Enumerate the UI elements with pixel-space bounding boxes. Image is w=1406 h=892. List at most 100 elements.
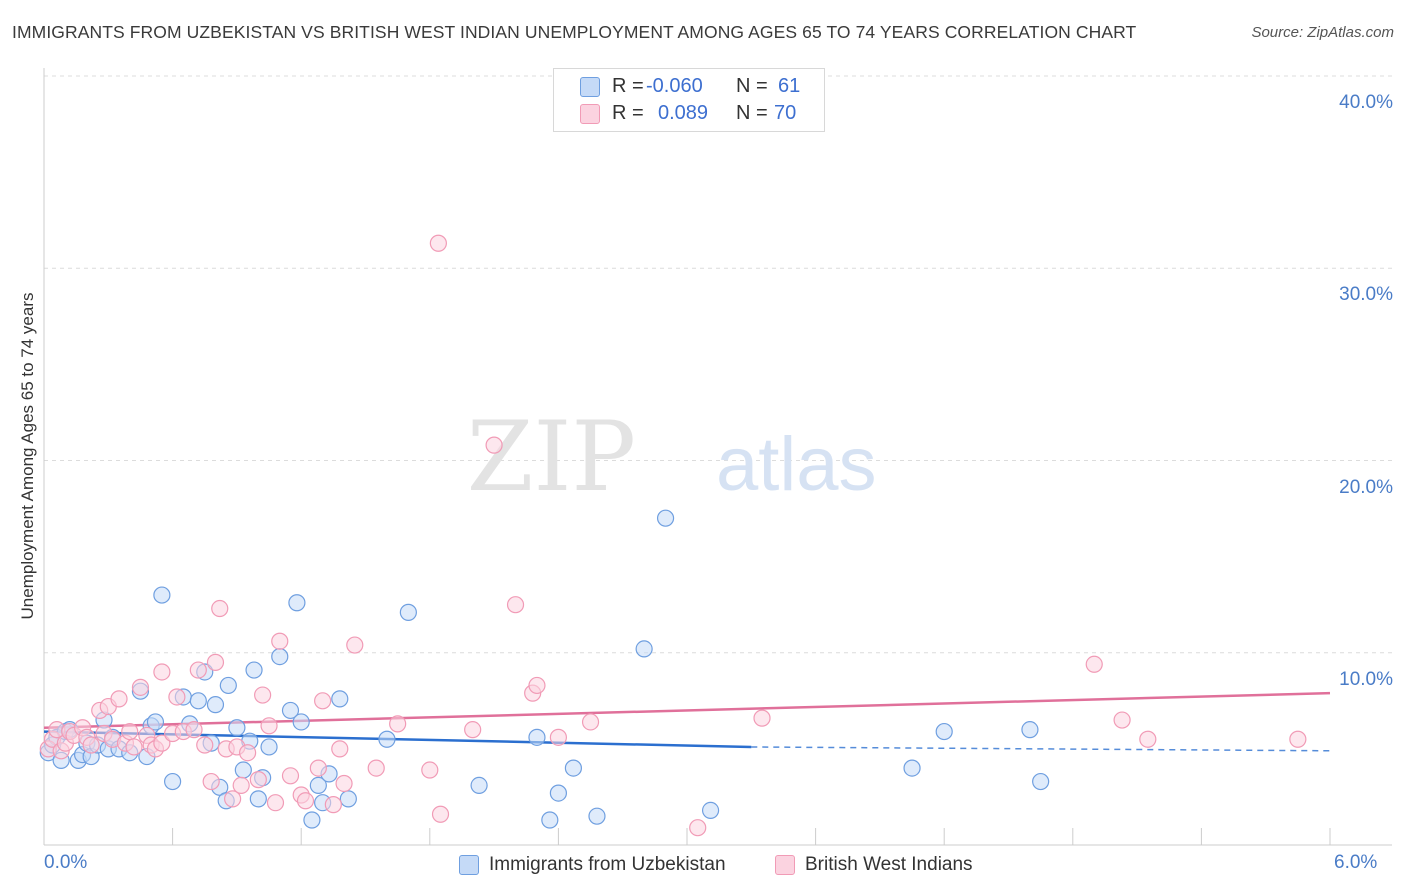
- data-point: [635, 640, 653, 658]
- data-point: [271, 647, 289, 666]
- data-point: [189, 692, 207, 710]
- y-tick-label: 10.0%: [1339, 668, 1393, 690]
- data-point: [470, 776, 488, 795]
- data-point: [1085, 655, 1103, 673]
- data-point: [1289, 730, 1307, 748]
- data-point: [429, 234, 447, 252]
- legend-swatch-uzbekistan: [459, 855, 479, 875]
- axes: [43, 68, 1392, 846]
- y-axis-title: Unemployment Among Ages 65 to 74 years: [18, 292, 37, 620]
- legend-label-british-west-indians: British West Indians: [805, 854, 973, 875]
- stats-row-british-west-indians: R = 0.089 N = 70: [554, 100, 824, 126]
- legend-swatch-british-west-indians: [775, 855, 795, 875]
- data-point: [228, 719, 246, 737]
- data-point: [164, 772, 182, 791]
- trend-line-uzbekistan: [43, 730, 752, 749]
- data-point: [254, 686, 272, 704]
- stats-r-label: R =: [612, 75, 644, 97]
- data-point: [260, 738, 278, 756]
- data-point: [249, 771, 267, 789]
- data-point: [378, 730, 396, 748]
- data-point: [202, 772, 220, 791]
- x-tick-label-min: 0.0%: [44, 852, 88, 873]
- data-point: [110, 690, 128, 708]
- data-points: [39, 234, 1307, 837]
- series-british-west-indians-points: [39, 234, 1307, 837]
- legend-label-uzbekistan: Immigrants from Uzbekistan: [489, 854, 726, 875]
- data-point: [314, 692, 332, 710]
- data-point: [271, 632, 289, 650]
- data-point: [1032, 772, 1050, 791]
- data-point: [541, 811, 559, 829]
- data-point: [1139, 730, 1157, 748]
- data-point: [701, 801, 720, 819]
- data-point: [185, 721, 203, 739]
- data-point: [581, 713, 600, 731]
- stats-swatch-british-west-indians: [580, 104, 600, 124]
- data-point: [331, 690, 349, 708]
- data-point: [309, 776, 327, 795]
- data-point: [288, 594, 306, 612]
- data-point: [485, 436, 503, 454]
- data-point: [528, 728, 546, 746]
- chart-title: IMMIGRANTS FROM UZBEKISTAN VS BRITISH WE…: [12, 22, 1137, 42]
- data-point: [153, 586, 171, 604]
- stats-r-value: 0.089: [658, 102, 709, 124]
- data-point: [1021, 721, 1039, 739]
- data-point: [260, 717, 278, 735]
- trend-lines: [43, 691, 1331, 752]
- data-point: [266, 794, 285, 812]
- data-point: [309, 759, 327, 777]
- data-point: [224, 790, 242, 808]
- legend: Immigrants from Uzbekistan British West …: [0, 852, 1406, 878]
- data-point: [339, 790, 357, 808]
- data-point: [146, 713, 165, 731]
- watermark: ZIP atlas: [467, 401, 877, 513]
- data-point: [549, 728, 568, 746]
- data-point: [689, 819, 707, 837]
- source-label: Source: ZipAtlas.com: [1251, 24, 1394, 41]
- data-point: [903, 759, 921, 777]
- y-tick-label: 40.0%: [1339, 92, 1393, 113]
- data-point: [303, 811, 321, 829]
- data-point: [421, 761, 439, 779]
- stats-n-label: N =: [736, 75, 768, 97]
- data-point: [153, 734, 171, 752]
- data-point: [168, 688, 186, 706]
- data-point: [549, 784, 568, 802]
- x-tick-label-max: 6.0%: [1334, 852, 1378, 873]
- stats-row-uzbekistan: R = -0.060 N = 61: [554, 73, 824, 99]
- y-tick-label: 20.0%: [1339, 476, 1393, 498]
- data-point: [564, 759, 583, 777]
- data-point: [296, 792, 315, 810]
- data-point: [196, 736, 214, 754]
- stats-n-label: N =: [736, 102, 768, 124]
- data-point: [324, 796, 342, 814]
- stats-swatch-uzbekistan: [580, 77, 600, 97]
- data-point: [245, 661, 263, 679]
- data-point: [281, 701, 300, 720]
- data-point: [234, 761, 252, 779]
- data-point: [219, 676, 237, 695]
- data-point: [131, 678, 150, 696]
- watermark-atlas: atlas: [716, 422, 877, 507]
- stats-r-label: R =: [612, 102, 644, 124]
- data-point: [389, 715, 407, 733]
- correlation-stats-box: R = -0.060 N = 61 R = 0.089 N = 70: [553, 68, 825, 132]
- data-point: [239, 744, 257, 762]
- data-point: [528, 676, 546, 695]
- data-point: [189, 661, 207, 679]
- data-point: [292, 713, 310, 731]
- watermark-zip: ZIP: [467, 401, 636, 513]
- data-point: [1113, 711, 1131, 729]
- data-point: [125, 738, 143, 756]
- data-point: [82, 736, 100, 754]
- data-point: [335, 774, 353, 793]
- data-point: [588, 807, 606, 825]
- data-point: [232, 776, 250, 795]
- data-point: [206, 653, 225, 671]
- data-point: [206, 696, 225, 714]
- stats-n-value: 70: [774, 102, 797, 124]
- trend-line-british-west-indians: [43, 691, 1331, 729]
